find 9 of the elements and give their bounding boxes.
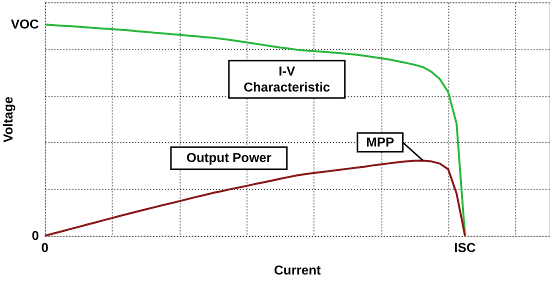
x-axis-title: Current	[274, 262, 322, 278]
text: ISC	[454, 240, 476, 255]
annotation: MPP	[366, 134, 395, 150]
series-label: Output Power	[186, 150, 272, 166]
text: 0	[41, 240, 49, 255]
series-label: I-V Characteristic	[244, 63, 330, 94]
text: 0	[32, 228, 39, 243]
y-axis-title: Voltage	[0, 96, 16, 142]
text: VOC	[10, 16, 40, 32]
